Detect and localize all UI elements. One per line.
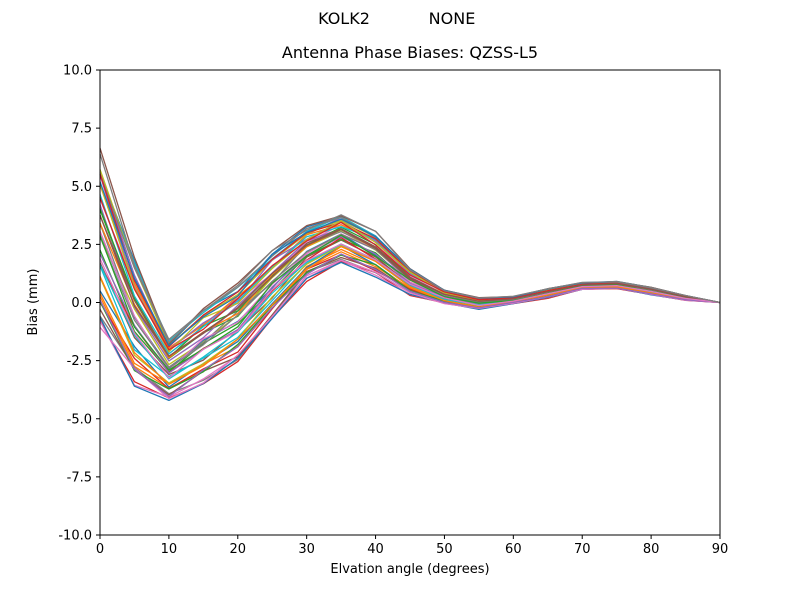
tick-marks: [96, 69, 721, 539]
suptitle-radome: NONE: [429, 9, 476, 28]
y-tick-label: -10.0: [58, 529, 92, 544]
x-tick-labels: 0 10 20 30 40 50 60 70 80 90: [96, 542, 728, 557]
axes-box: [99, 69, 721, 536]
x-tick-label: 50: [436, 542, 453, 557]
bias-curve: [99, 253, 721, 398]
x-tick-label: 30: [298, 542, 315, 557]
x-tick-label: 70: [574, 542, 591, 557]
x-tick-label: 60: [505, 542, 522, 557]
x-tick-label: 0: [96, 542, 104, 557]
bias-curve: [99, 245, 721, 388]
bias-curve: [99, 174, 721, 342]
y-tick-label: -7.5: [67, 470, 92, 485]
y-tick-labels: -10.0 -7.5 -5.0 -2.5 0.0 2.5 5.0 7.5 10.0: [58, 64, 92, 544]
x-axis-label: Elvation angle (degrees): [330, 562, 489, 577]
x-tick-label: 20: [230, 542, 247, 557]
bias-curve: [99, 244, 721, 384]
y-tick-label: -2.5: [67, 354, 92, 369]
bias-curve: [99, 243, 721, 380]
x-tick-label: 90: [712, 542, 729, 557]
y-axis-label: Bias (mm): [26, 269, 41, 336]
bias-curve: [99, 147, 721, 345]
y-tick-label: 7.5: [71, 122, 92, 137]
bias-curve: [99, 243, 721, 379]
y-tick-label: 5.0: [71, 180, 92, 195]
y-tick-label: -5.0: [67, 412, 92, 427]
x-tick-label: 10: [161, 542, 178, 557]
bias-curves: [99, 147, 721, 402]
chart-title: Antenna Phase Biases: QZSS-L5: [282, 43, 538, 62]
y-tick-label: 2.5: [71, 238, 92, 253]
y-tick-label: 0.0: [71, 296, 92, 311]
x-tick-label: 40: [367, 542, 384, 557]
bias-curve: [99, 215, 721, 357]
bias-curve: [99, 239, 721, 376]
bias-curve: [99, 245, 721, 385]
bias-curve: [99, 153, 721, 344]
y-tick-label: 10.0: [63, 64, 92, 79]
suptitle-station: KOLK2: [318, 9, 370, 28]
bias-curve: [99, 173, 721, 341]
x-tick-label: 80: [643, 542, 660, 557]
bias-curve: [99, 183, 721, 353]
